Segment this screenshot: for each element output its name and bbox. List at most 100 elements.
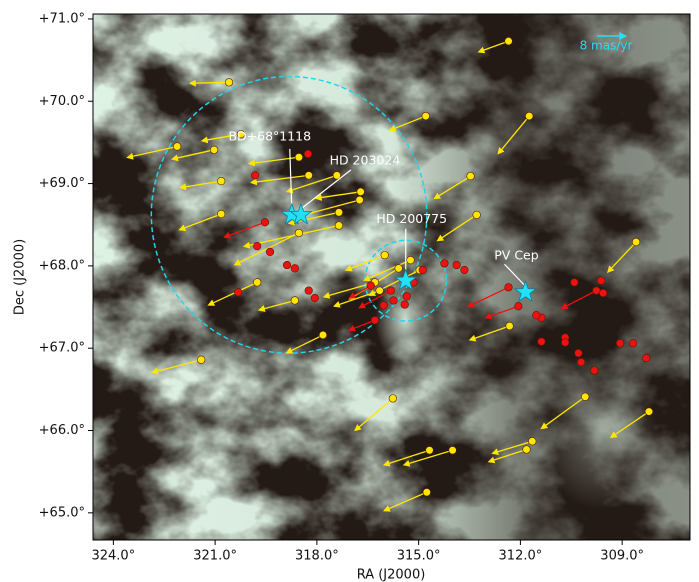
proper-motion-arrow (388, 115, 426, 132)
proper-motion-arrow (609, 411, 650, 439)
star-point (375, 286, 384, 295)
star-point (472, 210, 481, 219)
proper-motion-arrow (560, 290, 597, 310)
star-point (356, 187, 365, 196)
star-point (303, 149, 313, 159)
proper-motion-arrow (487, 448, 527, 464)
proper-motion-arrow (233, 232, 300, 266)
star-point (251, 171, 260, 180)
proper-motion-arrow (497, 115, 530, 155)
star-point (386, 286, 395, 295)
y-tick-label: +71.0° (39, 11, 85, 26)
star-point (253, 278, 262, 287)
star-point (290, 264, 299, 273)
star-point (628, 339, 638, 348)
proper-motion-arrow (188, 79, 230, 87)
x-tick-label: 318.0° (295, 549, 339, 564)
star-point (406, 256, 415, 265)
star-point (532, 311, 541, 320)
star-point (642, 353, 651, 363)
proper-motion-arrow (468, 325, 510, 342)
proper-motion-arrow (358, 290, 392, 309)
star-point (590, 366, 599, 375)
star-point (236, 130, 245, 139)
proper-motion-arrow (287, 211, 340, 226)
star-point (570, 278, 579, 287)
star-point (173, 142, 182, 151)
proper-motion-arrow (297, 199, 360, 219)
star-point (505, 321, 514, 331)
proper-motion-arrow (126, 145, 178, 160)
star-point (355, 195, 364, 205)
star-point (561, 338, 570, 347)
star-point (224, 78, 234, 87)
star-point (334, 208, 344, 217)
y-tick-label: +66.0° (39, 423, 85, 438)
star-point (265, 247, 275, 256)
star-point (388, 394, 397, 403)
star-point (310, 293, 319, 303)
proper-motion-arrow (436, 214, 477, 242)
star-point (504, 283, 513, 292)
star-point (294, 153, 303, 162)
proper-motion-arrow (491, 440, 533, 456)
star-point (537, 337, 546, 346)
star-point (260, 218, 270, 227)
star-point (599, 288, 608, 298)
star-point (425, 446, 434, 455)
star-point (631, 237, 641, 247)
star-point (389, 296, 398, 305)
star-point (525, 111, 534, 121)
star-point (581, 392, 590, 401)
x-axis-label: RA (J2000) (357, 568, 426, 582)
proper-motion-arrow (285, 334, 324, 354)
star-point (290, 296, 299, 305)
x-tick-label: 312.0° (499, 549, 543, 564)
label-leader (300, 169, 352, 210)
star-point (452, 260, 461, 270)
star-point (522, 445, 531, 454)
star-point (209, 145, 219, 154)
proper-motion-arrow (257, 299, 295, 312)
proper-motion-arrow (332, 289, 380, 308)
named-star (289, 202, 313, 225)
star-point (528, 437, 537, 446)
proper-motion-arrow (354, 397, 394, 432)
proper-motion-arrow (223, 221, 266, 239)
y-tick-label: +68.0° (39, 258, 85, 273)
label-leader (289, 148, 293, 209)
proper-motion-arrow (477, 40, 509, 54)
proper-motion-arrow (433, 175, 471, 200)
proper-motion-arrow (484, 305, 519, 320)
star-point (334, 221, 344, 230)
y-tick-label: +69.0° (39, 176, 85, 191)
star-point (304, 171, 313, 180)
star-point (592, 286, 601, 295)
scale-label: 8 mas/yr (580, 39, 633, 53)
star-point (402, 292, 411, 301)
proper-motion-arrow (179, 180, 222, 191)
star-point (366, 281, 375, 290)
y-tick-label: +67.0° (39, 341, 85, 356)
proper-motion-arrow (466, 286, 509, 308)
star-point (394, 264, 403, 273)
proper-motion-arrow (314, 191, 361, 201)
y-axis-label: Dec (J2000) (13, 239, 28, 315)
proper-motion-arrow (247, 156, 299, 167)
region-circle (364, 239, 448, 322)
proper-motion-arrow (606, 241, 637, 273)
star-point (504, 37, 513, 46)
y-tick-label: +65.0° (39, 505, 85, 520)
star-point (616, 339, 625, 348)
proper-motion-arrow (382, 449, 430, 467)
proper-motion-arrow (170, 149, 215, 162)
proper-motion-arrow (344, 254, 385, 272)
named-star (513, 280, 538, 303)
star-point (304, 286, 313, 295)
star-point (217, 209, 226, 219)
star-label: BD+68°1118 (228, 128, 311, 143)
x-tick-label: 321.0° (193, 549, 237, 564)
proper-motion-arrow (402, 449, 453, 467)
star-point (380, 251, 389, 260)
